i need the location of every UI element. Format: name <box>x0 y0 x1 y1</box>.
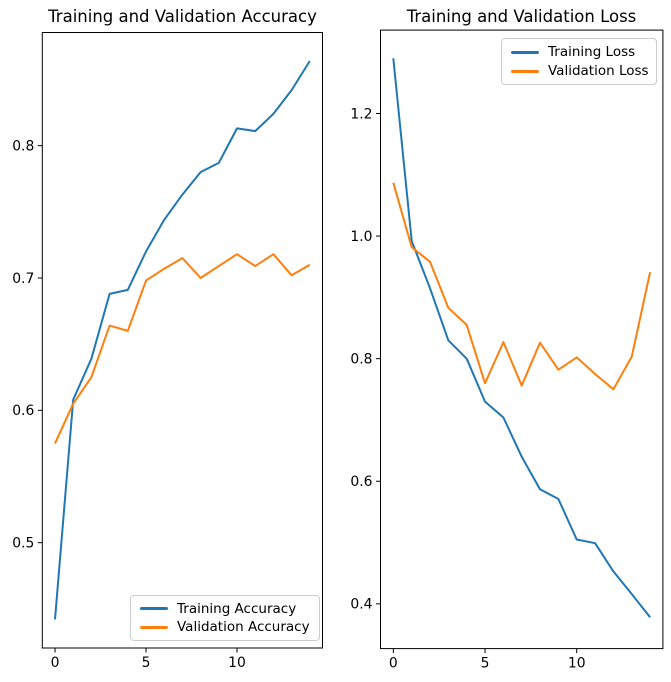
legend-row: Validation Loss <box>511 63 649 79</box>
training-accuracy-line-swatch-icon <box>140 607 168 611</box>
legend-label: Training Loss <box>548 44 636 60</box>
y-tick-label: 0.6 <box>12 403 34 419</box>
series-line-training-accuracy <box>54 60 311 620</box>
accuracy-chart-title: Training and Validation Accuracy <box>48 7 317 26</box>
accuracy-legend: Training Accuracy Validation Accuracy <box>130 595 320 641</box>
x-tick-label: 10 <box>228 655 246 671</box>
x-tick-label: 0 <box>389 656 398 672</box>
y-tick-label: 0.8 <box>350 351 372 367</box>
y-tick-label: 1.0 <box>350 229 372 245</box>
legend-label: Validation Accuracy <box>177 619 310 636</box>
legend-row: Training Accuracy <box>140 601 310 617</box>
x-tick-label: 10 <box>568 656 586 672</box>
loss-legend: Training Loss Validation Loss <box>501 38 657 85</box>
y-tick-label: 0.4 <box>350 597 372 613</box>
legend-label: Validation Loss <box>548 63 649 79</box>
x-tick-label: 5 <box>142 655 151 671</box>
validation-loss-line-swatch-icon <box>511 69 539 73</box>
legend-label: Training Accuracy <box>177 600 297 617</box>
y-tick-label: 0.5 <box>12 535 34 551</box>
axes-frame <box>41 32 324 649</box>
y-tick-label: 0.7 <box>12 271 34 287</box>
y-tick-label: 0.8 <box>12 138 34 154</box>
legend-row: Validation Accuracy <box>140 619 310 635</box>
series-line-validation-accuracy <box>54 253 311 444</box>
legend-row: Training Loss <box>511 44 647 60</box>
x-tick-label: 5 <box>481 656 490 672</box>
y-tick-label: 0.6 <box>350 474 372 490</box>
y-tick-label: 1.2 <box>350 106 372 122</box>
loss-chart-title: Training and Validation Loss <box>406 7 637 26</box>
validation-accuracy-line-swatch-icon <box>140 625 168 629</box>
axes-frame <box>380 29 664 650</box>
series-line-training-loss <box>392 58 651 618</box>
x-tick-label: 0 <box>51 655 60 671</box>
training-loss-line-swatch-icon <box>511 50 539 54</box>
series-line-validation-loss <box>392 182 652 391</box>
